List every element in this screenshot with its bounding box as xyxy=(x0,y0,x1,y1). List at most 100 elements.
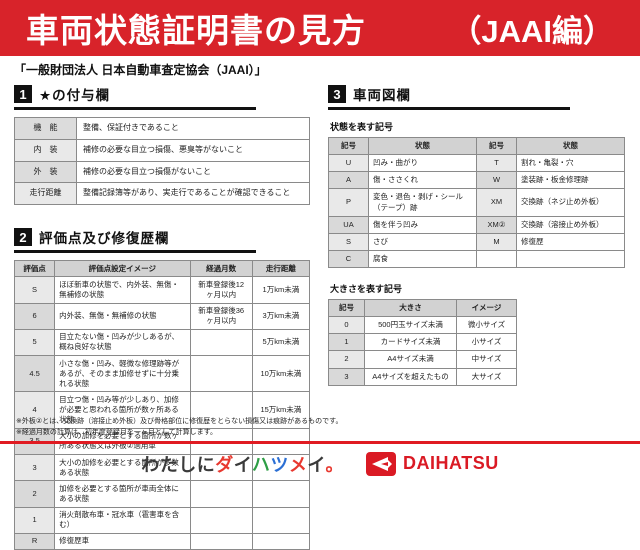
table-row: 外 装補修の必要な目立つ損傷がないこと xyxy=(14,160,310,184)
table-cell xyxy=(251,532,311,550)
slogan-char: た xyxy=(159,454,179,475)
table-cell: S xyxy=(13,276,56,304)
table-row: A 傷・ささくれ W 塗装跡・板金修理跡 xyxy=(328,171,625,190)
table-cell: 1万km未満 xyxy=(251,276,311,304)
footer: わたしにダイハツメイ。 DAIHATSU xyxy=(0,447,640,480)
table-row: 4.5 小さな傷・凹み、軽微な修理跡等があるが、そのまま加修せずに十分乗れる状態 1… xyxy=(13,355,311,393)
table-cell: 小サイズ xyxy=(456,333,517,352)
table-header-row: 記号 状態 記号 状態 xyxy=(328,136,625,156)
table-cell: W xyxy=(476,171,517,190)
table-cell: 修復歴 xyxy=(516,232,625,251)
daihatsu-mark-icon xyxy=(366,451,397,476)
table-cell: 4 xyxy=(13,391,56,429)
table-cell xyxy=(251,480,311,508)
right-column: 3 車両図欄 状態を表す記号 記号 状態 記号 状態 U 凹み・曲がり T 割れ・亀裂… xyxy=(328,84,625,386)
table-cell: 補修の必要な目立つ損傷がないこと xyxy=(76,160,310,184)
organization-subtitle: 「一般財団法人 日本自動車査定協会（JAAI）」 xyxy=(14,63,267,77)
table-cell: 凹み・曲がり xyxy=(368,154,477,173)
slogan-char: イ xyxy=(307,454,326,475)
table-cell: 大小の加修を必要とする箇所が多数ある状態 xyxy=(54,454,191,482)
evaluation-score-table: 評価点 評価点設定イメージ 経過月数 走行距離 S ほぼ新車の状態で、内外装、無傷… xyxy=(13,260,311,550)
table-cell: 補修の必要な目立つ損傷、悪臭等がないこと xyxy=(76,138,310,162)
table-row: 5 目立たない傷・凹みが少しあるが、概ね良好な状態 5万km未満 xyxy=(13,328,311,357)
table-cell: 割れ・亀裂・穴 xyxy=(516,154,625,173)
table-cell: 2 xyxy=(328,350,365,369)
table-cell: A xyxy=(328,171,369,190)
table-cell xyxy=(189,328,253,357)
table-cell: 小さな傷・凹み、軽微な修理跡等があるが、そのまま加修せずに十分乗れる状態 xyxy=(54,355,191,393)
column-header: 記号 xyxy=(328,298,365,318)
table-cell xyxy=(189,454,253,482)
table-row: R 修復歴車 xyxy=(13,532,311,550)
table-cell xyxy=(189,355,253,393)
footnote-line: ※経過月数の計算は、初年度登録月を一ヶ月として計算します。 xyxy=(16,429,217,437)
table-cell: 3 xyxy=(328,367,365,386)
column-header: 大きさ xyxy=(364,298,457,318)
slogan-char: ダ xyxy=(215,454,234,475)
slogan-char: に xyxy=(196,454,216,475)
table-row: 走行距離 整備記録簿等があり、実走行であることが確認できること xyxy=(14,182,310,206)
table-cell: 目立たない傷・凹みが少しあるが、概ね良好な状態 xyxy=(54,328,191,357)
table-cell: 内 装 xyxy=(14,138,77,162)
state-table-head: 記号 状態 記号 状態 xyxy=(328,136,625,156)
table-cell: 新車登録後12ヶ月以内 xyxy=(189,276,253,304)
table-cell: 中サイズ xyxy=(456,350,517,369)
section1-number-badge: 1 xyxy=(14,85,32,103)
table-cell: 0 xyxy=(328,316,365,335)
evaluation-table-body: S ほぼ新車の状態で、内外装、無傷・無補修の状態 新車登録後12ヶ月以内 1万km未満… xyxy=(13,276,311,550)
banner-edition: （JAAI編） xyxy=(450,13,614,49)
column-header: 経過月数 xyxy=(189,260,253,278)
table-cell: A4サイズ未満 xyxy=(364,350,457,369)
column-header: 記号 xyxy=(476,136,517,156)
table-cell: UA xyxy=(328,215,369,234)
left-column: 1 ★の付与欄 機 能整備、保証付きであること内 装補修の必要な目立つ損傷、悪臭… xyxy=(13,84,311,550)
section3-title: 車両図欄 xyxy=(353,88,411,103)
table-cell: 走行距離 xyxy=(14,182,77,206)
table-cell: 腐食 xyxy=(368,249,477,269)
table-row: 4 目立つ傷・凹み等が少しあり、加修が必要と思われる箇所が数ヶ所ある状態 15万km… xyxy=(13,391,311,429)
column-header: 状態 xyxy=(368,136,477,156)
table-cell: 整備記録簿等があり、実走行であることが確認できること xyxy=(76,182,310,206)
table-cell: A4サイズを超えたもの xyxy=(364,367,457,386)
table-cell: 交換跡（ネジ止め外板） xyxy=(516,188,625,217)
size-table-body: 0 500円玉サイズ未満 微小サイズ 1 カードサイズ未満 小サイズ 2 A4サイズ未満 中サイ… xyxy=(328,316,517,386)
table-row: 内 装補修の必要な目立つ損傷、悪臭等がないこと xyxy=(14,138,310,162)
table-cell: C xyxy=(328,249,369,269)
daihatsu-wordmark: DAIHATSU xyxy=(403,453,499,473)
section3-number-badge: 3 xyxy=(328,85,346,103)
table-cell: 整備、保証付きであること xyxy=(76,117,310,140)
table-cell: 10万km未満 xyxy=(251,355,311,393)
daihatsu-slogan: わたしにダイハツメイ。 xyxy=(141,451,344,477)
table-cell: 15万km未満 xyxy=(251,391,311,429)
table-cell: 塗装跡・板金修理跡 xyxy=(516,171,625,190)
table-row: C 腐食 xyxy=(328,249,625,269)
slogan-char: わ xyxy=(141,454,160,475)
table-cell: 修復歴車 xyxy=(54,532,191,550)
table-cell: 微小サイズ xyxy=(456,316,517,335)
column-header: 記号 xyxy=(328,136,369,156)
table-cell xyxy=(516,249,625,269)
table-cell: 内外装、無傷・無補修の状態 xyxy=(54,302,191,330)
table-cell: 傷を伴う凹み xyxy=(368,215,477,234)
section2-number-badge: 2 xyxy=(14,228,32,247)
section2-title: 評価点及び修復歴欄 xyxy=(39,231,170,247)
column-header: 評価点 xyxy=(13,260,56,278)
table-cell: U xyxy=(328,154,369,173)
table-cell: 外 装 xyxy=(14,160,77,184)
table-row: 0 500円玉サイズ未満 微小サイズ xyxy=(328,316,517,335)
size-table-head: 記号 大きさ イメージ xyxy=(328,298,517,318)
table-cell: 機 能 xyxy=(14,117,77,140)
section1-header: 1 ★の付与欄 xyxy=(14,84,256,110)
table-row: 3 A4サイズを超えたもの 大サイズ xyxy=(328,367,517,386)
table-cell: ほぼ新車の状態で、内外装、無傷・無補修の状態 xyxy=(54,276,191,304)
slogan-char: ツ xyxy=(270,454,289,475)
table-cell: P xyxy=(328,188,369,217)
table-cell: R xyxy=(13,532,56,550)
table-cell: 5万km未満 xyxy=(251,328,311,357)
slogan-char: 。 xyxy=(325,454,345,475)
table-cell: 交換跡（溶接止め外板） xyxy=(516,215,625,234)
table-cell: 5 xyxy=(13,328,56,357)
table-cell: XM xyxy=(476,188,517,217)
state-table-body: U 凹み・曲がり T 割れ・亀裂・穴 A 傷・ささくれ W 塗装跡・板金修理跡 P 変色・退色・剥… xyxy=(328,154,625,269)
